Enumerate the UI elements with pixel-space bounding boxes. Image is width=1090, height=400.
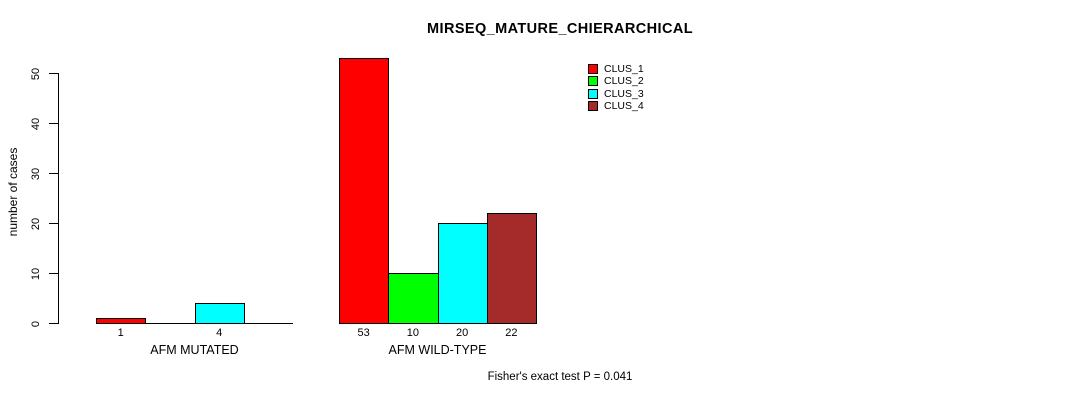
- bar-clus_2: [388, 273, 439, 324]
- bar-clus_3: [437, 223, 488, 324]
- legend-item: CLUS_4: [588, 100, 644, 112]
- legend-swatch: [588, 76, 598, 87]
- y-axis-line: [58, 73, 59, 324]
- y-tick-mark: [49, 273, 58, 274]
- bar-clus_1: [96, 318, 147, 324]
- group-label: AFM WILD-TYPE: [388, 343, 487, 357]
- y-tick-mark: [49, 123, 58, 124]
- legend-swatch: [588, 101, 598, 112]
- legend-item: CLUS_3: [588, 88, 644, 100]
- y-tick-label: 50: [30, 67, 42, 80]
- bar-clus_3: [194, 303, 245, 324]
- y-tick-mark: [49, 73, 58, 74]
- bar-value-label: 22: [505, 327, 518, 339]
- bar-value-label: 10: [406, 327, 419, 339]
- y-tick-label: 40: [30, 117, 42, 130]
- chart-title: MIRSEQ_MATURE_CHIERARCHICAL: [427, 21, 693, 37]
- bar-clus_1: [339, 58, 390, 324]
- legend-swatch: [588, 88, 598, 99]
- legend-label: CLUS_2: [604, 75, 644, 88]
- bar-value-label: 53: [357, 327, 370, 339]
- legend-label: CLUS_1: [604, 63, 644, 76]
- bar-value-label: 4: [216, 327, 223, 339]
- y-tick-label: 0: [30, 320, 42, 327]
- group-label: AFM MUTATED: [150, 343, 239, 357]
- y-tick-mark: [49, 223, 58, 224]
- y-tick-mark: [49, 323, 58, 324]
- legend-item: CLUS_1: [588, 63, 644, 75]
- annotation-text: Fisher's exact test P = 0.041: [487, 371, 633, 383]
- legend-label: CLUS_4: [604, 100, 644, 113]
- legend-label: CLUS_3: [604, 87, 644, 100]
- y-tick-label: 10: [30, 267, 42, 280]
- legend: CLUS_1 CLUS_2 CLUS_3 CLUS_4: [588, 63, 644, 112]
- legend-item: CLUS_2: [588, 75, 644, 87]
- bar-value-label: 1: [117, 327, 124, 339]
- y-tick-label: 30: [30, 167, 42, 180]
- y-tick-label: 20: [30, 217, 42, 230]
- y-tick-mark: [49, 173, 58, 174]
- bar-value-label: 20: [456, 327, 469, 339]
- y-axis-label: number of cases: [6, 147, 20, 237]
- bar-clus_4: [486, 213, 537, 324]
- legend-swatch: [588, 64, 598, 75]
